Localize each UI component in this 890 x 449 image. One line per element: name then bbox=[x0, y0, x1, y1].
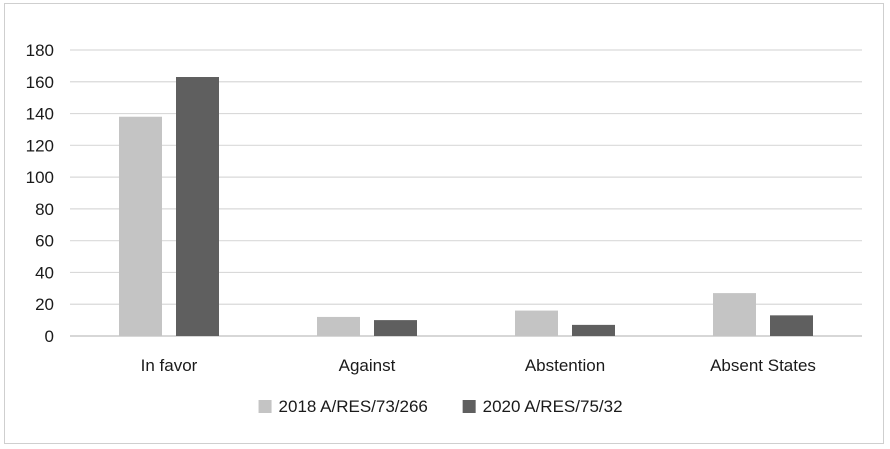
y-tick-label: 40 bbox=[35, 263, 54, 282]
y-tick-label: 100 bbox=[26, 168, 54, 187]
y-tick-label: 180 bbox=[26, 41, 54, 60]
bar-series-1 bbox=[713, 293, 756, 336]
y-tick-label: 120 bbox=[26, 136, 54, 155]
y-axis-tick-labels: 0 20 40 60 80 100 120 140 160 180 bbox=[26, 41, 54, 346]
y-tick-label: 20 bbox=[35, 295, 54, 314]
bar-series-2 bbox=[572, 324, 615, 336]
x-axis-category-labels: In favor Against Abstention Absent States bbox=[141, 356, 816, 375]
legend: 2018 A/RES/73/266 2020 A/RES/75/32 bbox=[258, 397, 623, 416]
legend-swatch bbox=[258, 400, 272, 413]
y-tick-label: 80 bbox=[35, 200, 54, 219]
bar-series-1 bbox=[317, 316, 360, 336]
legend-label: 2018 A/RES/73/266 bbox=[279, 397, 428, 416]
y-tick-label: 0 bbox=[45, 327, 54, 346]
bar-series-2 bbox=[374, 320, 417, 336]
x-category-label: Absent States bbox=[710, 356, 816, 375]
legend-label: 2020 A/RES/75/32 bbox=[483, 397, 623, 416]
bar-series-1 bbox=[515, 310, 558, 336]
bar-series-2 bbox=[176, 77, 219, 336]
bar-series-1 bbox=[119, 116, 162, 336]
x-category-label: Abstention bbox=[525, 356, 605, 375]
y-tick-label: 60 bbox=[35, 232, 54, 251]
y-tick-label: 140 bbox=[26, 105, 54, 124]
bar-series-2 bbox=[770, 315, 813, 336]
legend-swatch bbox=[462, 400, 476, 413]
bars bbox=[119, 77, 813, 336]
x-category-label: In favor bbox=[141, 356, 198, 375]
x-category-label: Against bbox=[339, 356, 396, 375]
y-tick-label: 160 bbox=[26, 73, 54, 92]
